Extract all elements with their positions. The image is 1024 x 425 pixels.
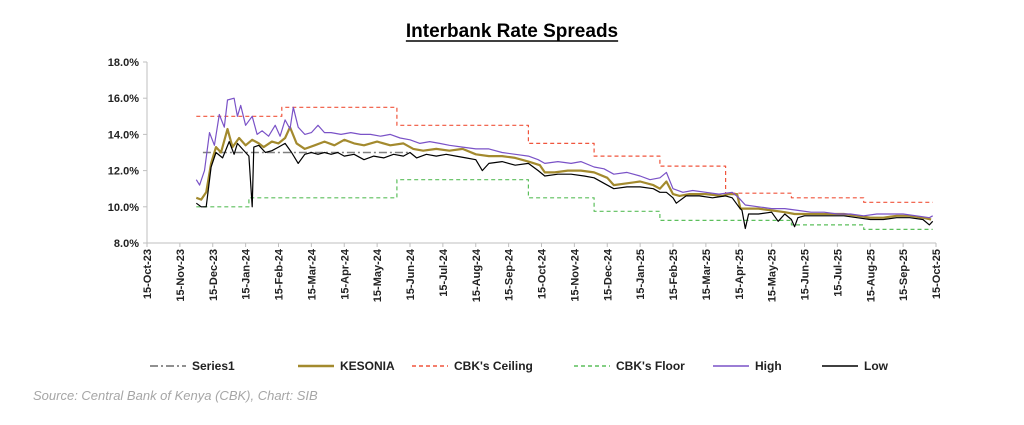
x-tick-label: 15-Dec-23 [208, 249, 220, 301]
x-tick-label: 15-Nov-24 [569, 248, 581, 301]
series-line-low [195, 141, 934, 230]
legend-label-low: Low [864, 359, 889, 373]
series-line-high [195, 97, 933, 219]
y-tick-label: 14.0% [108, 129, 139, 141]
y-tick-label: 10.0% [108, 202, 139, 214]
x-tick-label: 15-Feb-25 [668, 249, 680, 300]
chart-series-layer [195, 97, 934, 230]
x-tick-label: 15-Sep-24 [504, 248, 516, 301]
series-line-cbk-s-ceiling [196, 106, 933, 203]
x-tick-label: 15-Dec-24 [602, 248, 614, 301]
x-tick-label: 15-Jan-24 [241, 248, 253, 300]
legend-label-cbk-s-ceiling: CBK's Ceiling [454, 359, 533, 373]
legend-label-series1: Series1 [192, 359, 235, 373]
x-tick-label: 15-Sep-25 [898, 249, 910, 301]
x-tick-label: 15-Apr-25 [734, 249, 746, 300]
chart-legend: Series1 KESONIA CBK's Ceiling CBK's Floor Hi… [150, 359, 889, 373]
x-tick-label: 15-May-25 [767, 249, 779, 302]
x-tick-label: 15-Oct-25 [931, 249, 943, 299]
x-tick-label: 15-Mar-24 [306, 248, 318, 300]
x-tick-label: 15-Aug-25 [865, 249, 877, 302]
x-tick-label: 15-Mar-25 [701, 249, 713, 300]
x-tick-label: 15-Nov-23 [175, 249, 187, 302]
legend-label-cbk-s-floor: CBK's Floor [616, 359, 685, 373]
x-tick-label: 15-Apr-24 [339, 248, 351, 300]
series-line-kesonia [195, 126, 932, 221]
y-tick-label: 12.0% [108, 166, 139, 178]
source-note: Source: Central Bank of Kenya (CBK), Cha… [33, 388, 318, 403]
x-tick-label: 15-Aug-24 [471, 248, 483, 302]
y-tick-label: 18.0% [108, 57, 139, 69]
y-tick-label: 16.0% [108, 93, 139, 105]
legend-label-high: High [755, 359, 782, 373]
x-tick-label: 15-Oct-23 [142, 249, 154, 299]
y-tick-label: 8.0% [114, 238, 139, 250]
x-tick-label: 15-Oct-24 [537, 248, 549, 299]
x-tick-label: 15-Jul-24 [438, 248, 450, 297]
x-tick-label: 15-Jul-25 [832, 249, 844, 297]
legend-label-kesonia: KESONIA [340, 359, 395, 373]
x-tick-label: 15-May-24 [372, 248, 384, 302]
x-tick-label: 15-Feb-24 [274, 248, 286, 300]
x-tick-label: 15-Jun-25 [800, 249, 812, 300]
x-tick-label: 15-Jan-25 [635, 249, 647, 300]
x-tick-label: 15-Jun-24 [405, 248, 417, 300]
series-line-cbk-s-floor [196, 179, 933, 230]
chart-axes: 8.0% 10.0% 12.0% 14.0% 16.0% 18.0% 15-Oct-23 15… [108, 57, 943, 302]
chart-title: Interbank Rate Spreads [406, 21, 618, 42]
